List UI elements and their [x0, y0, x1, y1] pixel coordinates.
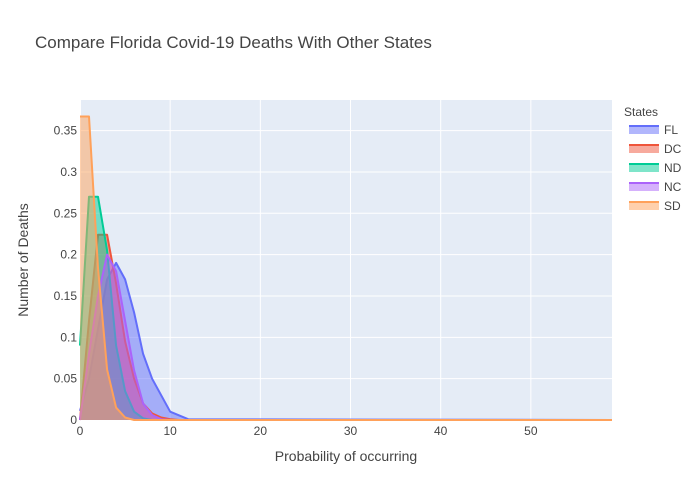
y-tick-label: 0.05 [54, 372, 78, 386]
x-tick-label: 0 [77, 424, 84, 438]
legend: States FL DC ND NC SD [624, 105, 682, 213]
legend-swatch-sd[interactable] [629, 202, 659, 210]
series-area-nc [80, 254, 612, 420]
y-tick-label: 0.25 [54, 206, 78, 220]
legend-label-nc[interactable]: NC [664, 180, 682, 194]
x-axis-title: Probability of occurring [275, 448, 417, 464]
ticks: 0 10 20 30 40 50 0 0.05 0.1 0.15 0.2 0.25 0.3 0.35 [54, 124, 538, 438]
plot-background [80, 100, 612, 420]
y-tick-label: 0.35 [54, 124, 78, 138]
legend-title: States [624, 105, 658, 119]
x-tick-label: 10 [163, 424, 177, 438]
legend-label-fl[interactable]: FL [664, 123, 678, 137]
legend-label-dc[interactable]: DC [664, 142, 682, 156]
y-axis-title: Number of Deaths [15, 203, 31, 317]
y-tick-label: 0.15 [54, 289, 78, 303]
legend-label-nd[interactable]: ND [664, 161, 682, 175]
legend-swatch-dc[interactable] [629, 145, 659, 153]
legend-swatch-nc[interactable] [629, 183, 659, 191]
y-tick-label: 0.3 [60, 165, 77, 179]
x-tick-label: 50 [524, 424, 538, 438]
y-tick-label: 0.2 [60, 248, 77, 262]
chart-title: Compare Florida Covid-19 Deaths With Oth… [35, 33, 432, 52]
y-tick-label: 0.1 [60, 330, 77, 344]
series-layer [79, 115, 613, 421]
legend-label-sd[interactable]: SD [664, 199, 681, 213]
y-tick-label: 0 [70, 413, 77, 427]
x-tick-label: 40 [434, 424, 448, 438]
series-line-sd [80, 115, 612, 421]
x-tick-label: 30 [344, 424, 358, 438]
legend-swatch-fl[interactable] [629, 126, 659, 134]
x-tick-label: 20 [254, 424, 268, 438]
legend-swatch-nd[interactable] [629, 164, 659, 172]
